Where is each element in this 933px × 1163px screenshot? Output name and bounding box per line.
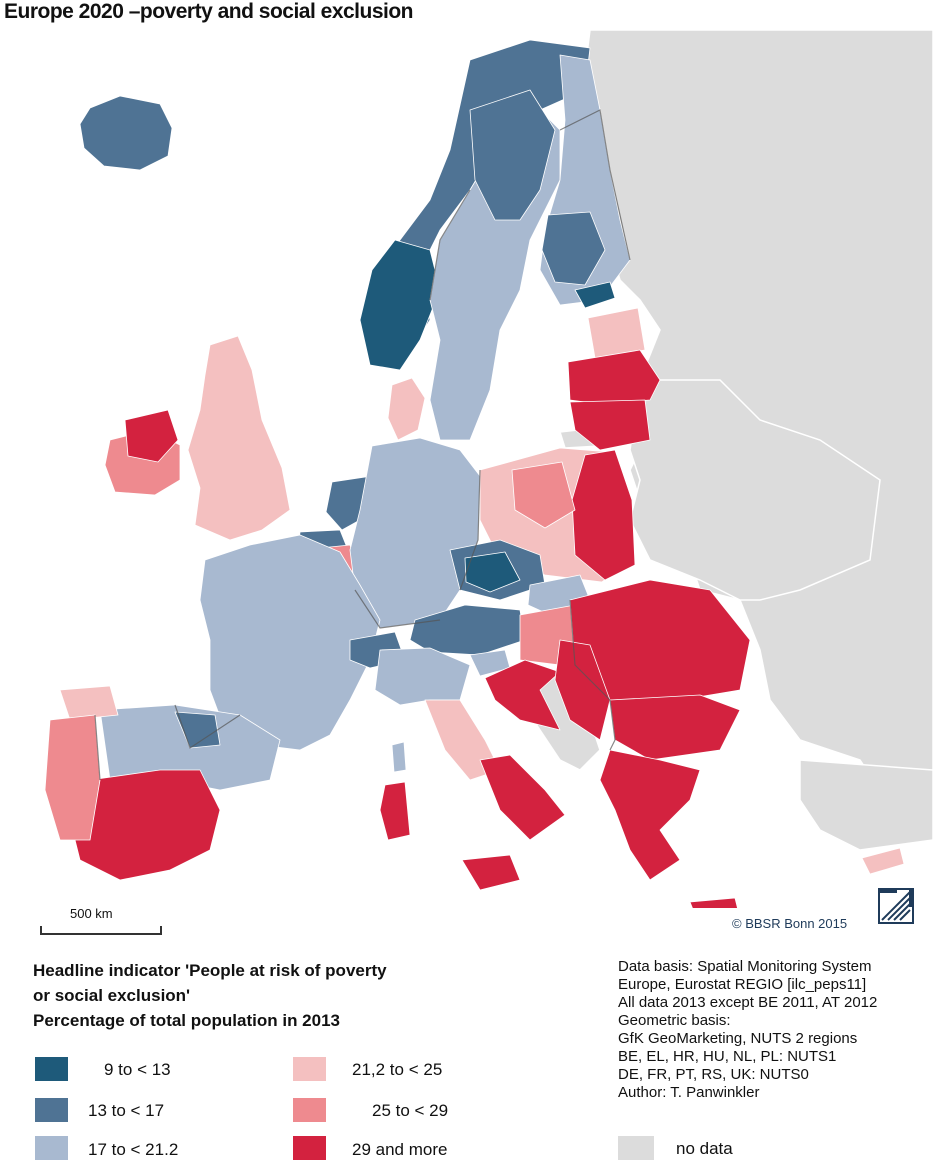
legend-heading-line: or social exclusion' — [33, 986, 191, 1005]
region-croatia — [484, 659, 561, 731]
legend-swatch-class-2 — [35, 1098, 68, 1122]
legend-heading-line: Percentage of total population in 2013 — [33, 1011, 340, 1030]
legend-label-class-4: 21,2 to < 25 — [352, 1060, 443, 1079]
source-line: Geometric basis: — [618, 1012, 731, 1029]
source-line: BE, EL, HR, HU, NL, PL: NUTS1 — [618, 1048, 837, 1065]
legend-label-no-data: no data — [676, 1139, 733, 1158]
region-sweden-north — [469, 89, 556, 221]
region-estonia — [587, 307, 646, 359]
region-austria — [409, 604, 526, 656]
legend-swatch-class-3 — [35, 1136, 68, 1160]
scale-bar-line — [40, 926, 162, 935]
legend-swatch-class-1 — [35, 1057, 68, 1081]
region-united-kingdom — [187, 335, 291, 541]
source-line: Data basis: Spatial Monitoring System — [618, 958, 872, 975]
region-northern-ireland — [124, 409, 179, 463]
region-lithuania — [569, 399, 651, 451]
no-data-turkey — [799, 759, 933, 851]
legend-swatch-class-4 — [293, 1057, 326, 1081]
region-iceland — [79, 95, 173, 171]
region-sicily — [461, 854, 521, 891]
region-cyprus — [861, 847, 905, 875]
legend-heading-line: Headline indicator 'People at risk of po… — [33, 961, 387, 980]
region-denmark — [387, 377, 426, 441]
region-portugal — [44, 714, 101, 841]
scale-bar-label: 500 km — [70, 906, 113, 921]
bbsr-logo-icon — [878, 888, 914, 924]
region-crete — [689, 897, 738, 908]
region-norway-south-west — [359, 239, 441, 371]
no-data-belarus-ukraine — [629, 379, 881, 601]
map-title: Europe 2020 –poverty and social exclusio… — [4, 0, 414, 23]
region-finland-south — [574, 281, 616, 309]
region-serbia — [554, 639, 611, 741]
source-line: All data 2013 except BE 2011, AT 2012 — [618, 994, 878, 1011]
legend-label-class-5: 25 to < 29 — [372, 1101, 449, 1120]
region-poland-east — [571, 449, 636, 581]
source-line: Europe, Eurostat REGIO [ilc_peps11] — [618, 976, 867, 993]
legend-label-class-1: 9 to < 13 — [104, 1060, 171, 1079]
region-poland-central — [511, 461, 576, 529]
legend-label-class-6: 29 and more — [352, 1140, 448, 1159]
region-bulgaria — [609, 694, 741, 761]
region-finland-central — [541, 211, 606, 286]
data-source-notes: Data basis: Spatial Monitoring System Eu… — [618, 958, 930, 1102]
legend-swatch-class-6 — [293, 1136, 326, 1160]
region-sardinia — [379, 781, 411, 841]
source-line: DE, FR, PT, RS, UK: NUTS0 — [618, 1066, 809, 1083]
legend-swatch-class-5 — [293, 1098, 326, 1122]
region-italy-north — [374, 647, 471, 706]
legend-label-class-2: 13 to < 17 — [88, 1101, 165, 1120]
region-germany — [349, 437, 481, 629]
source-line: Author: T. Panwinkler — [618, 1084, 760, 1101]
europe-map — [44, 29, 933, 908]
region-italy-south — [479, 754, 566, 841]
region-czech-centre — [464, 551, 521, 593]
region-greece — [599, 749, 701, 881]
source-line: GfK GeoMarketing, NUTS 2 regions — [618, 1030, 858, 1047]
map-credit: © BBSR Bonn 2015 — [732, 916, 848, 931]
legend-swatch-no-data — [618, 1136, 654, 1160]
region-france — [199, 534, 381, 751]
region-corsica — [391, 741, 407, 773]
region-galicia — [59, 685, 119, 721]
legend-heading: Headline indicator 'People at risk of po… — [33, 958, 503, 1033]
country-borders — [94, 109, 631, 781]
legend-label-class-3: 17 to < 21.2 — [88, 1140, 179, 1159]
region-latvia — [567, 349, 661, 405]
